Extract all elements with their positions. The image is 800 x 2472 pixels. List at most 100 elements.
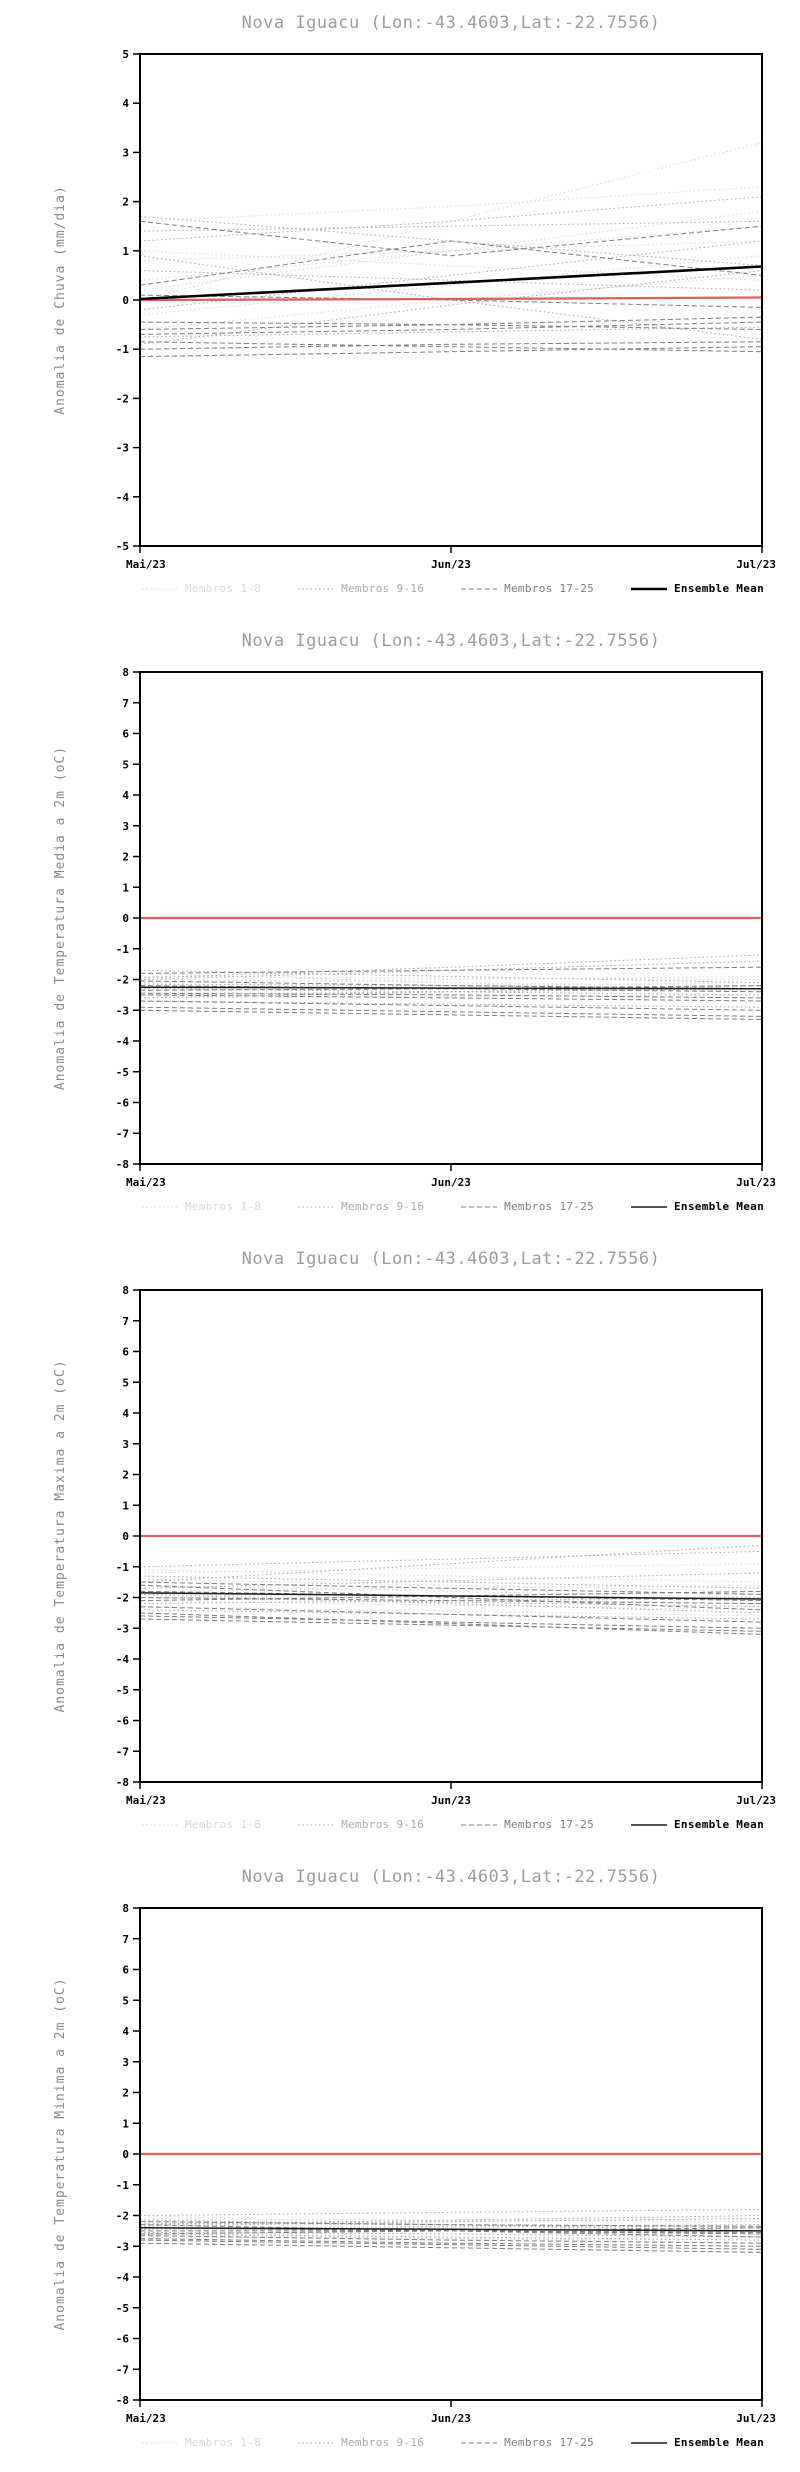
legend-item-membros-1-8: Membros 1-8	[142, 582, 261, 595]
y-tick-label: -7	[116, 1745, 129, 1758]
legend-line-sample	[631, 587, 667, 590]
y-tick-label: -7	[116, 1127, 129, 1140]
legend-item-membros-1-8: Membros 1-8	[142, 1818, 261, 1831]
member-line	[139, 1572, 763, 1589]
chart-panel-temp-minima: Nova Iguacu (Lon:-43.4603,Lat:-22.7556) …	[0, 1854, 800, 2472]
member-line	[139, 1597, 763, 1608]
y-axis-label: Anomalia de Temperatura Media a 2m (oC)	[53, 746, 68, 1090]
chart-legend: Membros 1-8 Membros 9-16 Membros 17-25 E…	[142, 2436, 764, 2449]
x-tick-label: Jul/23	[736, 558, 776, 571]
x-tick-label: Mai/23	[126, 1794, 166, 1807]
chart-title: Nova Iguacu (Lon:-43.4603,Lat:-22.7556)	[241, 13, 661, 33]
member-line	[139, 250, 763, 281]
y-tick-label: -4	[116, 491, 130, 504]
y-tick-label: -5	[116, 1066, 129, 1079]
y-axis-label: Anomalia de Chuva (mm/dia)	[53, 185, 68, 415]
member-line	[139, 1584, 763, 1592]
y-tick-label: 0	[122, 912, 129, 925]
y-tick-label: -2	[116, 1592, 129, 1605]
legend-label: Membros 9-16	[341, 1818, 425, 1831]
member-line	[139, 1544, 763, 1583]
legend-item-ensemble-mean: Ensemble Mean	[631, 1818, 764, 1831]
member-line	[139, 2224, 763, 2232]
member-line	[139, 969, 763, 984]
legend-line-sample	[142, 588, 178, 589]
y-tick-label: -3	[116, 1004, 129, 1017]
member-line	[139, 270, 763, 345]
reference-zero-line	[139, 296, 763, 302]
member-line	[139, 220, 763, 232]
legend-label: Membros 1-8	[185, 2436, 262, 2449]
member-line	[139, 994, 763, 999]
x-tick-label: Jun/23	[431, 1794, 471, 1807]
member-line	[139, 1612, 763, 1635]
y-tick-label: 6	[122, 1346, 129, 1359]
member-line	[139, 1569, 763, 1583]
legend-line-sample	[631, 2441, 667, 2444]
legend-item-membros-9-16: Membros 9-16	[298, 1818, 424, 1831]
legend-line-sample	[461, 588, 498, 589]
y-tick-label: -6	[116, 2333, 130, 2346]
y-tick-label: -5	[116, 1684, 129, 1697]
member-line	[139, 255, 763, 316]
x-tick-label: Jul/23	[736, 2412, 776, 2425]
y-tick-label: -8	[116, 1776, 129, 1789]
legend-label: Membros 17-25	[504, 2436, 595, 2449]
chart-plot-temp-maxima: -8 -7 -6 -5 -4 -3 -2 -1 0 1 2 3 4 5 6 7 8 Mai/23 Jun/23 Jul…	[53, 1284, 776, 1807]
y-tick-label: -6	[116, 1097, 130, 1110]
y-tick-label: 7	[122, 697, 129, 710]
member-line	[139, 983, 763, 990]
member-line	[139, 2208, 763, 2216]
legend-item-ensemble-mean: Ensemble Mean	[631, 2436, 764, 2449]
member-line	[139, 1593, 763, 1614]
chart-legend: Membros 1-8 Membros 9-16 Membros 17-25 E…	[142, 1818, 764, 1831]
y-tick-label: -4	[116, 1035, 130, 1048]
x-tick-label: Jun/23	[431, 558, 471, 571]
legend-line-sample	[461, 1206, 498, 1207]
ensemble-mean-line	[139, 2227, 763, 2232]
y-tick-label: 2	[122, 1469, 129, 1482]
legend-item-membros-17-25: Membros 17-25	[461, 2436, 594, 2449]
y-tick-label: 5	[122, 1994, 129, 2007]
legend-item-membros-17-25: Membros 17-25	[461, 1200, 594, 1213]
y-tick-label: 7	[122, 1933, 129, 1946]
member-line	[139, 2215, 763, 2226]
member-line	[139, 2218, 763, 2227]
legend-line-sample	[298, 1206, 335, 1207]
member-line	[139, 196, 763, 242]
member-line	[139, 1563, 763, 1574]
member-line	[139, 975, 763, 980]
member-line	[139, 2224, 763, 2230]
member-line	[139, 975, 763, 984]
y-tick-label: 4	[122, 97, 129, 110]
member-line	[139, 954, 763, 979]
y-tick-label: 2	[122, 851, 129, 864]
ensemble-mean-line	[139, 265, 763, 301]
legend-line-sample	[142, 1206, 178, 1207]
y-tick-label: -1	[116, 943, 130, 956]
legend-label: Membros 1-8	[185, 1818, 262, 1831]
legend-item-membros-17-25: Membros 17-25	[461, 1818, 594, 1831]
chart-title: Nova Iguacu (Lon:-43.4603,Lat:-22.7556)	[241, 1249, 661, 1269]
member-line	[139, 220, 763, 257]
legend-label: Ensemble Mean	[674, 2436, 764, 2449]
y-tick-label: 8	[122, 1284, 129, 1297]
y-tick-label: 7	[122, 1315, 129, 1328]
legend-line-sample	[631, 1823, 667, 1826]
chart-plot-precipitation: -5 -4 -3 -2 -1 0 1 2 3 4 5 Mai/23 Jun/23 Jul/23 Anomal…	[53, 48, 776, 571]
y-tick-label: -6	[116, 1715, 130, 1728]
member-line	[139, 142, 763, 301]
legend-item-membros-9-16: Membros 9-16	[298, 2436, 424, 2449]
member-line	[139, 186, 763, 222]
y-tick-label: 5	[122, 1376, 129, 1389]
member-line	[139, 985, 763, 999]
chart-title: Nova Iguacu (Lon:-43.4603,Lat:-22.7556)	[241, 631, 661, 651]
member-line	[139, 321, 763, 330]
member-line	[139, 1578, 763, 1592]
y-axis-label: Anomalia de Temperatura Minima a 2m (oC)	[53, 1977, 68, 2330]
y-tick-label: 1	[122, 245, 129, 258]
y-tick-label: -1	[116, 1561, 130, 1574]
legend-line-sample	[142, 1824, 178, 1825]
y-tick-label: 8	[122, 1902, 129, 1915]
